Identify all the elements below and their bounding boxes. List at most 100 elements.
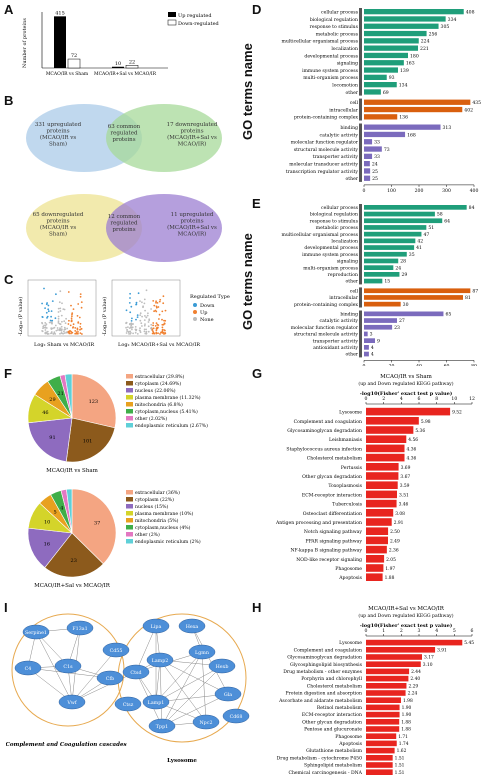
kegg-bar bbox=[366, 733, 397, 739]
volcano-point bbox=[161, 330, 164, 333]
network-node-label: F13a1 bbox=[72, 626, 87, 632]
volcano-point bbox=[44, 324, 47, 327]
kegg-bar-value: 3.08 bbox=[395, 512, 405, 517]
kegg-subtitle: (up and Down regulated KEGG pathway) bbox=[358, 612, 453, 619]
volcano-point bbox=[164, 319, 167, 322]
volcano-point bbox=[134, 326, 137, 328]
kegg-tick-label: 1 bbox=[382, 628, 385, 634]
volcano-point bbox=[43, 287, 45, 290]
pie-caption: MCAO/IR vs Sham bbox=[46, 468, 99, 474]
kegg-tick-label: 4 bbox=[400, 396, 403, 402]
pie-legend-label: cytoplasm (24.69%) bbox=[135, 380, 181, 387]
go-term-label: protein-containing complex bbox=[294, 302, 358, 308]
go-bar bbox=[364, 345, 369, 350]
volcano-point bbox=[80, 328, 83, 330]
network-node-label: Serpine1 bbox=[25, 630, 47, 636]
go-bar bbox=[364, 211, 435, 217]
bar-down bbox=[125, 65, 139, 69]
kegg-bar-value: 2.50 bbox=[390, 530, 400, 535]
kegg-tick-label: 5 bbox=[453, 628, 456, 634]
venn1-left-circle bbox=[26, 104, 142, 172]
pie-legend-swatch bbox=[126, 525, 133, 530]
kegg-bar bbox=[366, 675, 409, 682]
volcano-point bbox=[154, 309, 157, 312]
go-bar bbox=[364, 218, 443, 224]
legend-none-dot bbox=[193, 317, 197, 321]
pie-legend-label: other (2.02%) bbox=[135, 415, 167, 422]
go-term-label: other bbox=[346, 279, 359, 285]
kegg-bar bbox=[366, 711, 400, 718]
network-node-label: Npc2 bbox=[199, 720, 212, 726]
go-bar bbox=[364, 265, 394, 270]
network-node bbox=[208, 658, 236, 674]
volcano-point bbox=[130, 326, 133, 329]
go-bar-value: 163 bbox=[406, 61, 415, 67]
volcano1-ylabel: -Log₁₀ (P value) bbox=[17, 297, 24, 336]
go-term-label: localization bbox=[331, 239, 358, 245]
volcano-point bbox=[141, 315, 143, 318]
volcano-point bbox=[156, 302, 159, 304]
volcano-point bbox=[70, 332, 72, 335]
volcano-point bbox=[81, 333, 83, 335]
kegg-tick-label: 10 bbox=[451, 396, 457, 402]
pie-slice-value: 21 bbox=[57, 391, 63, 397]
volcano-point bbox=[62, 332, 64, 335]
pie-legend-swatch bbox=[126, 518, 133, 523]
kegg-pathway-label: Protein digestion and absorption bbox=[285, 691, 362, 697]
kegg-tick-label: 6 bbox=[471, 628, 474, 634]
volcano-point bbox=[77, 321, 80, 324]
kegg-bar-value: 2.36 bbox=[389, 549, 399, 554]
network-edge bbox=[159, 659, 207, 723]
go-bar-value: 435 bbox=[472, 100, 481, 106]
kegg-bar-value: 1.71 bbox=[398, 735, 408, 740]
pie-legend-label: endoplasmic reticulum (2%) bbox=[135, 538, 201, 545]
kegg-bar bbox=[366, 417, 419, 425]
kegg-bar bbox=[366, 647, 436, 653]
go-bar-value: 136 bbox=[399, 115, 408, 121]
go-term-label: signaling bbox=[337, 259, 358, 265]
kegg-pathway-label: Lysosome bbox=[339, 640, 362, 646]
go-bar-value: 33 bbox=[374, 154, 380, 160]
network-node bbox=[222, 708, 250, 724]
volcano-point bbox=[129, 311, 132, 314]
go-bar-value: 29 bbox=[401, 272, 407, 278]
go-bar-value: 81 bbox=[465, 295, 471, 301]
network-node bbox=[192, 714, 220, 730]
go-term-label: response to stimulus bbox=[310, 24, 359, 30]
pie-slice-value: 91 bbox=[49, 435, 55, 441]
network-node-label: Cfb bbox=[106, 676, 115, 682]
kegg-pathway-label: ECM-receptor interaction bbox=[302, 712, 362, 718]
go-bar bbox=[364, 272, 400, 277]
network-node-label: Lgmn bbox=[195, 650, 209, 656]
kegg-bar bbox=[366, 755, 393, 761]
go-bar bbox=[364, 331, 368, 337]
volcano1-frame bbox=[27, 279, 97, 337]
kegg-bar bbox=[366, 564, 384, 572]
volcano-point bbox=[59, 310, 62, 312]
kegg-bar-value: 1.88 bbox=[385, 576, 395, 581]
volcano-point bbox=[144, 309, 147, 312]
volcano-point bbox=[51, 319, 54, 322]
kegg-bar bbox=[366, 453, 405, 462]
volcano-point bbox=[76, 328, 79, 331]
network-node-label: Hexa bbox=[186, 624, 199, 630]
volcano-point bbox=[50, 327, 53, 330]
kegg-pathway-label: Drug metabolism - cytochrome P450 bbox=[277, 755, 362, 761]
volcano-point bbox=[44, 332, 47, 335]
volcano-point bbox=[66, 327, 69, 330]
go-bar bbox=[364, 139, 373, 145]
volcano-point bbox=[151, 329, 154, 331]
volcano-point bbox=[65, 331, 68, 334]
kegg-bar-value: 5.45 bbox=[464, 641, 474, 646]
kegg-pathway-label: Antigen processing and presentation bbox=[275, 520, 362, 526]
panel-d-ytitle: GO terms name bbox=[240, 43, 255, 140]
kegg-bar bbox=[366, 762, 393, 768]
volcano-point bbox=[79, 328, 81, 331]
pie-slice bbox=[71, 373, 117, 429]
go-term-label: structural molecule activity bbox=[294, 332, 359, 338]
volcano-point bbox=[59, 328, 62, 331]
go-bar bbox=[364, 225, 427, 230]
kegg-pathway-label: Complement and coagulation bbox=[294, 647, 362, 653]
go-term-label: structural molecule activity bbox=[294, 147, 359, 153]
